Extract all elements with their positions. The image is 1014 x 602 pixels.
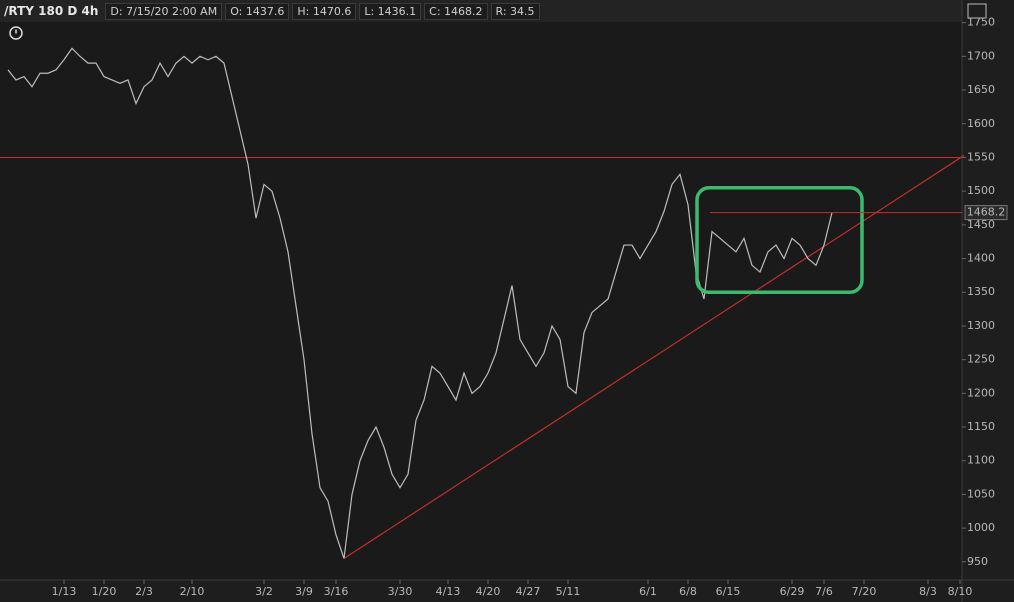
y-tick-label: 1350 [967,285,995,298]
x-tick-label: 3/9 [295,585,313,598]
x-tick-label: 8/10 [948,585,973,598]
x-tick-label: 6/1 [639,585,657,598]
symbol[interactable]: /RTY 180 D 4h [4,4,99,18]
highlight-box [695,186,864,294]
x-tick-label: 3/30 [388,585,413,598]
x-tick-label: 1/20 [92,585,117,598]
y-tick-label: 1750 [967,16,995,29]
y-tick-label: 1250 [967,353,995,366]
high-cell: H: 1470.6 [292,2,357,20]
y-tick-label: 1150 [967,420,995,433]
y-tick-label: 1500 [967,184,995,197]
x-tick-label: 6/15 [716,585,741,598]
y-tick-label: 1400 [967,252,995,265]
y-tick-label: 1000 [967,521,995,534]
plot-area [0,22,962,580]
x-tick-label: 6/29 [780,585,805,598]
y-tick-label: 1600 [967,117,995,130]
last-price-box [964,205,1008,221]
x-tick-label: 1/13 [52,585,77,598]
x-tick-label: 4/20 [476,585,501,598]
y-tick-label: 1650 [967,83,995,96]
x-tick-label: 2/3 [135,585,153,598]
info-icon[interactable] [9,26,23,40]
last-price-label: 1468.2 [967,206,1006,219]
y-tick-label: 1200 [967,386,995,399]
x-tick-label: 6/8 [679,585,697,598]
settings-icon[interactable] [967,3,987,19]
x-tick-label: 2/10 [180,585,205,598]
x-tick-label: 4/13 [436,585,461,598]
x-tick-label: 3/2 [255,585,273,598]
x-tick-label: 3/16 [324,585,349,598]
low-cell: L: 1436.1 [359,2,422,20]
y-tick-label: 1450 [967,218,995,231]
y-tick-label: 1700 [967,49,995,62]
y-tick-label: 1550 [967,150,995,163]
y-tick-label: 1050 [967,487,995,500]
x-tick-label: 5/11 [556,585,581,598]
x-tick-label: 8/3 [919,585,937,598]
close-cell: C: 1468.2 [424,2,488,20]
date-cell: D: 7/15/20 2:00 AM [105,2,223,20]
y-tick-label: 1100 [967,454,995,467]
y-tick-label: 950 [967,555,988,568]
open-cell: O: 1437.6 [225,2,290,20]
range-cell: R: 34.5 [490,2,540,20]
y-tick-label: 1300 [967,319,995,332]
x-tick-label: 4/27 [516,585,541,598]
x-tick-label: 7/20 [852,585,877,598]
x-tick-label: 7/6 [815,585,833,598]
toolbar: /RTY 180 D 4h D: 7/15/20 2:00 AM O: 1437… [0,0,962,22]
price-line [7,47,833,559]
